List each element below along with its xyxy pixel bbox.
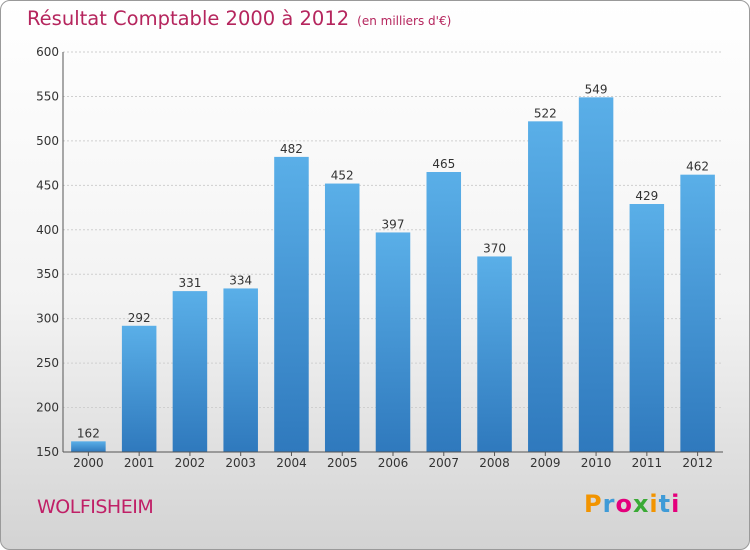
y-tick-label: 400 xyxy=(36,223,59,237)
bar-2002 xyxy=(172,291,208,452)
x-tick-label-2009: 2009 xyxy=(530,456,561,470)
bar-2012 xyxy=(680,174,715,452)
value-label-2011: 429 xyxy=(635,189,658,203)
y-tick-label: 300 xyxy=(36,312,59,326)
value-label-2004: 482 xyxy=(280,142,303,156)
x-tick-label-2006: 2006 xyxy=(378,456,409,470)
x-tick-label-2000: 2000 xyxy=(73,456,104,470)
bar-2006 xyxy=(375,232,411,452)
x-tick-label-2003: 2003 xyxy=(225,456,256,470)
logo-letter: i xyxy=(649,490,659,518)
value-label-2002: 331 xyxy=(178,276,201,290)
bar-2008 xyxy=(477,256,512,452)
y-tick-label: 600 xyxy=(36,45,59,59)
y-tick-label: 500 xyxy=(36,134,59,148)
value-label-2000: 162 xyxy=(77,426,100,440)
bar-2009 xyxy=(528,121,563,452)
x-tick-label-2012: 2012 xyxy=(682,456,713,470)
value-label-2001: 292 xyxy=(128,311,151,325)
value-label-2007: 465 xyxy=(432,157,455,171)
x-tick-label-2007: 2007 xyxy=(428,456,459,470)
chart-subtitle: (en milliers d'€) xyxy=(357,14,452,28)
y-tick-label: 200 xyxy=(36,401,59,415)
x-tick-label-2010: 2010 xyxy=(581,456,612,470)
bar-2003 xyxy=(223,288,258,452)
bar-2001 xyxy=(121,325,157,452)
value-label-2006: 397 xyxy=(382,217,405,231)
value-label-2008: 370 xyxy=(483,241,506,255)
value-label-2012: 462 xyxy=(686,160,709,174)
value-label-2005: 452 xyxy=(331,169,354,183)
logo-letter: i xyxy=(671,490,681,518)
chart-title: Résultat Comptable 2000 à 2012 (en millie… xyxy=(27,7,451,30)
x-tick-label-2011: 2011 xyxy=(632,456,663,470)
logo-letter: x xyxy=(632,490,650,518)
x-tick-label-2005: 2005 xyxy=(327,456,358,470)
x-tick-label-2004: 2004 xyxy=(276,456,307,470)
y-tick-label: 450 xyxy=(36,178,59,192)
bar-2010 xyxy=(578,97,614,452)
logo-letter: t xyxy=(658,490,672,518)
bars: 162 292 331 334 482 452 397 465 370 522 549 429 462 xyxy=(71,82,715,453)
title-text: Résultat Comptable 2000 à 2012 xyxy=(27,7,350,30)
value-label-2009: 522 xyxy=(534,106,557,120)
x-tick-label-2001: 2001 xyxy=(124,456,155,470)
x-tick-label-2008: 2008 xyxy=(479,456,510,470)
y-tick-label: 250 xyxy=(36,356,59,370)
x-tick-label-2002: 2002 xyxy=(175,456,206,470)
value-label-2003: 334 xyxy=(229,273,252,287)
city-name: WOLFISHEIM xyxy=(37,496,154,518)
y-tick-label: 150 xyxy=(36,445,59,459)
y-tick-label: 350 xyxy=(36,267,59,281)
bar-2004 xyxy=(274,156,309,452)
proxiti-logo[interactable]: Proxiti xyxy=(584,490,680,518)
logo-letter: o xyxy=(615,490,633,518)
y-tick-label: 550 xyxy=(36,89,59,103)
bar-2011 xyxy=(629,204,665,452)
axes: 150 200 250 300 350 400 450 500 550 600 2000 2001 20… xyxy=(36,45,723,470)
logo-letter: P xyxy=(584,490,603,518)
logo-letter: r xyxy=(602,490,616,518)
bar-2005 xyxy=(324,183,360,453)
bar-2007 xyxy=(426,172,462,452)
bar-2000 xyxy=(71,441,106,452)
value-label-2010: 549 xyxy=(585,82,608,96)
